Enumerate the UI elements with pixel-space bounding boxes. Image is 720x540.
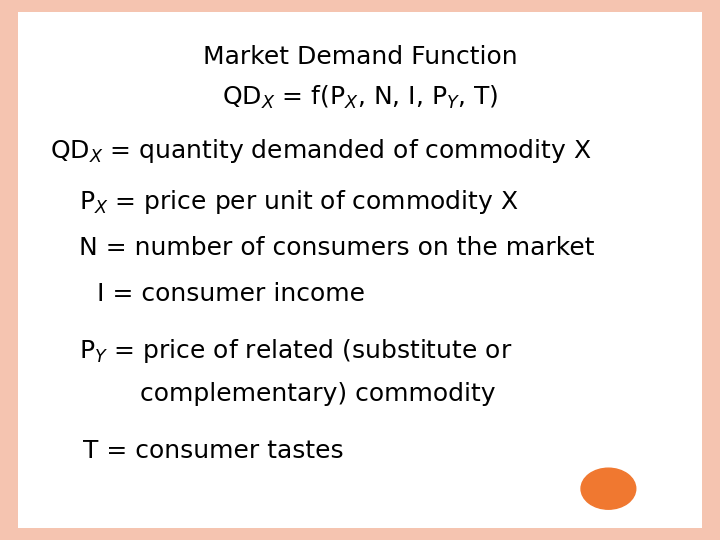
Text: I = consumer income: I = consumer income — [97, 282, 365, 306]
Text: P$_{Y}$ = price of related (substitute or: P$_{Y}$ = price of related (substitute o… — [79, 337, 513, 365]
Text: T = consumer tastes: T = consumer tastes — [83, 439, 343, 463]
Text: QD$_{X}$ = quantity demanded of commodity X: QD$_{X}$ = quantity demanded of commodit… — [50, 137, 592, 165]
Text: QD$_{X}$ = f(P$_{X}$, N, I, P$_{Y}$, T): QD$_{X}$ = f(P$_{X}$, N, I, P$_{Y}$, T) — [222, 84, 498, 111]
FancyBboxPatch shape — [18, 12, 702, 528]
Text: N = number of consumers on the market: N = number of consumers on the market — [79, 237, 595, 260]
Text: Market Demand Function: Market Demand Function — [203, 45, 517, 69]
Text: complementary) commodity: complementary) commodity — [140, 382, 496, 406]
Circle shape — [581, 468, 636, 509]
Text: P$_{X}$ = price per unit of commodity X: P$_{X}$ = price per unit of commodity X — [79, 188, 519, 217]
